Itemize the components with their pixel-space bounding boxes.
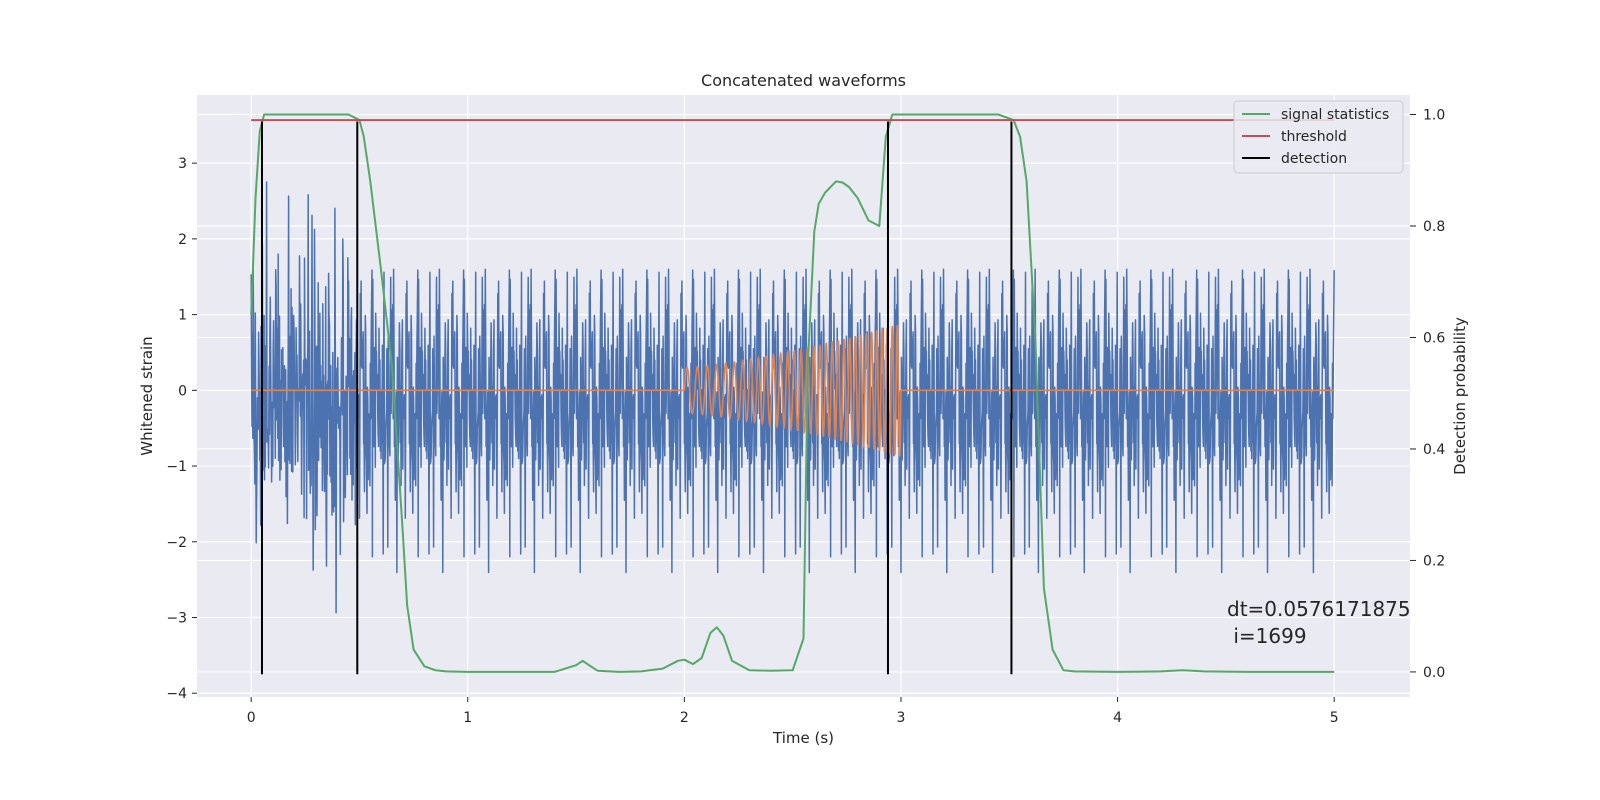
y-tick-label: −1: [166, 459, 187, 475]
y-tick-label: −4: [166, 686, 187, 702]
x-axis-label: Time (s): [772, 729, 834, 747]
x-tick-label: 0: [247, 710, 256, 726]
x-tick-label: 1: [463, 710, 472, 726]
y2-tick-label: 1.0: [1423, 108, 1445, 124]
strain-line: [250, 181, 1335, 614]
axes: 0 1 2 3 4 5 −4 −3 −2 −1 0 1 2 3 0.0 0.2 0.4 0.6 0.8 1.0: [166, 108, 1445, 726]
whitened-strain-series: [250, 181, 1335, 614]
chart-title: Concatenated waveforms: [701, 71, 906, 90]
y2-tick-label: 0.6: [1423, 330, 1445, 346]
y2-tick-label: 0.8: [1423, 219, 1445, 235]
signal-statistics-series: [250, 113, 1335, 673]
injection-line: [251, 324, 1335, 457]
signal-statistics-line: [250, 113, 1335, 673]
y-tick-label: 1: [178, 308, 187, 324]
y2-axis-label: Detection probability: [1451, 317, 1469, 475]
legend-frame: [1233, 100, 1404, 174]
annotation-index: i=1699: [1227, 624, 1307, 648]
y2-tick-label: 0.0: [1423, 665, 1445, 681]
annotation-dt: dt=0.0576171875: [1227, 597, 1411, 621]
legend-label: detection: [1281, 151, 1347, 167]
x-tick-label: 2: [680, 710, 689, 726]
y-axis-label: Whitened strain: [138, 336, 156, 455]
legend-label: threshold: [1281, 129, 1347, 145]
y2-tick-label: 0.4: [1423, 442, 1445, 458]
y-tick-label: 0: [178, 383, 187, 399]
x-tick-label: 3: [897, 710, 906, 726]
legend: signal statistics threshold detection: [1233, 100, 1404, 174]
x-tick-label: 5: [1330, 710, 1339, 726]
legend-label: signal statistics: [1281, 107, 1389, 123]
y2-tick-label: 0.2: [1423, 553, 1445, 569]
y-tick-label: 3: [178, 156, 187, 172]
y-tick-label: 2: [178, 232, 187, 248]
detection-series: [260, 121, 1013, 675]
injected-waveform-series: [251, 324, 1335, 457]
x-tick-label: 4: [1113, 710, 1122, 726]
y-tick-label: −2: [166, 535, 187, 551]
y-tick-label: −3: [166, 610, 187, 626]
